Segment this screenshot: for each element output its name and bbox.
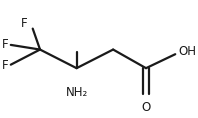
Text: NH₂: NH₂ [66, 86, 88, 99]
Text: F: F [1, 38, 8, 51]
Text: OH: OH [178, 45, 196, 58]
Text: F: F [1, 59, 8, 72]
Text: F: F [21, 17, 27, 30]
Text: O: O [141, 101, 151, 114]
